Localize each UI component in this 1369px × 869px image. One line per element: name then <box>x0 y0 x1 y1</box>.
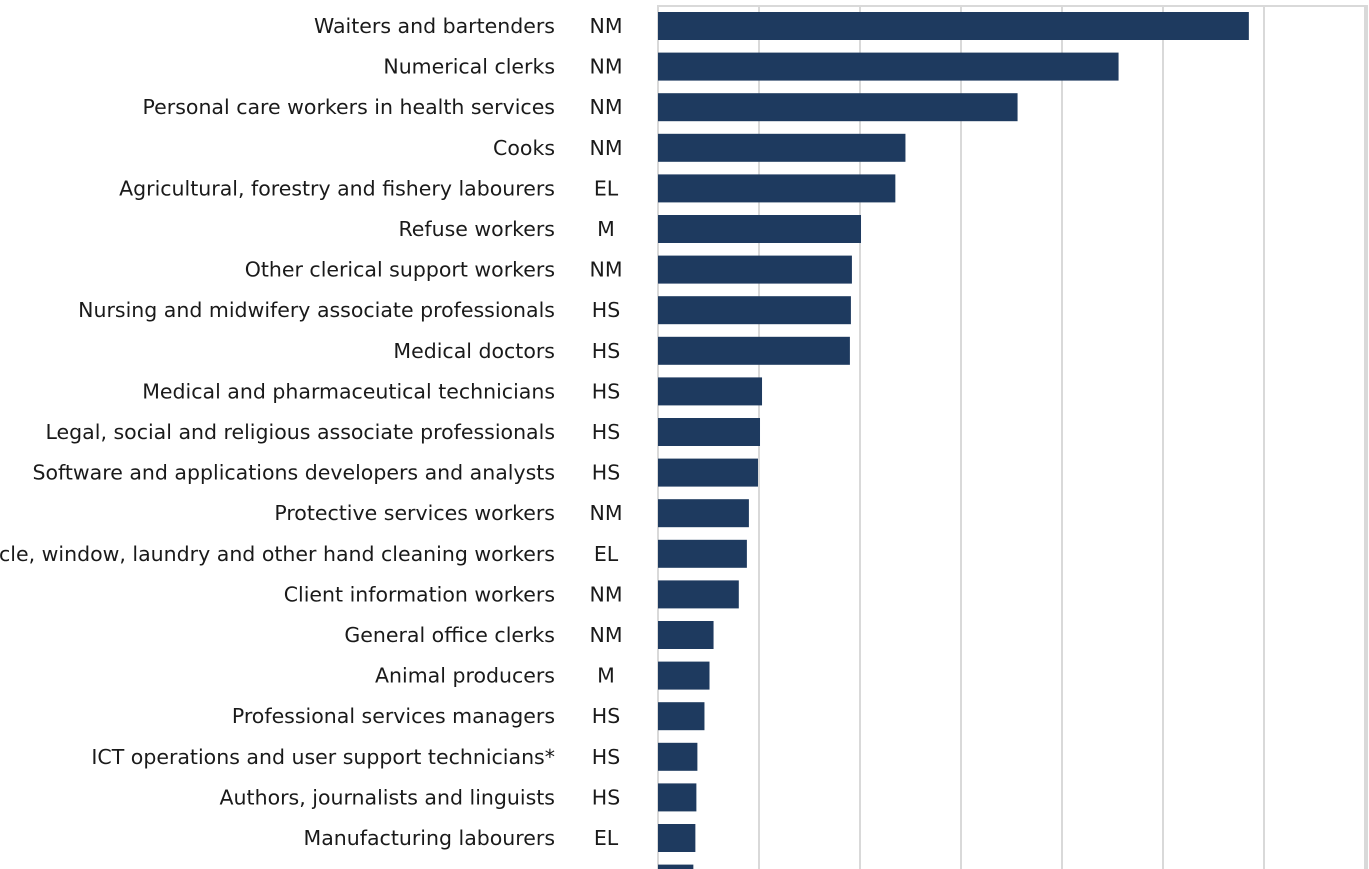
group-code-label: HS <box>592 461 620 485</box>
group-code-label: EL <box>594 826 619 850</box>
category-label: Other clerical support workers <box>245 258 555 282</box>
bar <box>658 621 714 649</box>
bar <box>658 215 862 243</box>
category-label: Software and applications developers and… <box>32 461 555 485</box>
bar <box>658 864 694 869</box>
group-code-label: NM <box>589 95 622 119</box>
category-label: Protective services workers <box>274 501 555 525</box>
category-label: Legal, social and religious associate pr… <box>46 420 556 444</box>
bar <box>658 783 697 812</box>
group-code-label: NM <box>589 14 622 38</box>
bar <box>658 539 747 568</box>
label-layer: Waiters and bartenders NM Numerical clerks… <box>0 14 623 850</box>
category-label: Nursing and midwifery associate professi… <box>78 298 555 322</box>
bar <box>658 580 739 609</box>
group-code-label: NM <box>589 258 622 282</box>
category-label: Manufacturing labourers <box>304 826 555 850</box>
group-code-label: HS <box>592 298 620 322</box>
category-label: Medical doctors <box>393 339 555 363</box>
group-code-label: M <box>597 217 615 241</box>
bar <box>658 377 763 406</box>
group-code-label: NM <box>589 582 622 606</box>
category-label: Cooks <box>493 136 555 160</box>
category-label: Medical and pharmaceutical technicians <box>142 379 555 403</box>
group-code-label: EL <box>594 176 619 200</box>
group-code-label: HS <box>592 745 620 769</box>
bar <box>658 661 710 690</box>
bar <box>658 296 851 325</box>
bar <box>658 824 696 852</box>
group-code-label: M <box>597 664 615 688</box>
category-label: Vehicle, window, laundry and other hand … <box>0 542 555 566</box>
group-code-label: NM <box>589 501 622 525</box>
bar <box>658 742 698 771</box>
group-code-label: HS <box>592 420 620 444</box>
bar <box>658 174 896 203</box>
category-label: Client information workers <box>284 582 555 606</box>
group-code-label: HS <box>592 379 620 403</box>
bar <box>658 458 758 487</box>
bar <box>658 93 1018 122</box>
category-label: Agricultural, forestry and fishery labou… <box>119 176 555 200</box>
category-label: Numerical clerks <box>383 55 555 79</box>
group-code-label: NM <box>589 55 622 79</box>
bar <box>658 418 761 446</box>
bar <box>658 255 852 284</box>
category-label: ICT operations and user support technici… <box>91 745 555 769</box>
group-code-label: HS <box>592 339 620 363</box>
group-code-label: NM <box>589 136 622 160</box>
bar-layer <box>658 12 1249 869</box>
category-label: Professional services managers <box>232 704 555 728</box>
category-label: Waiters and bartenders <box>314 14 555 38</box>
category-label: Authors, journalists and linguists <box>220 785 555 809</box>
group-code-label: NM <box>589 623 622 647</box>
category-label: Animal producers <box>375 664 555 688</box>
group-code-label: HS <box>592 785 620 809</box>
bar <box>658 52 1119 81</box>
bar <box>658 12 1249 40</box>
bar <box>658 499 749 528</box>
group-code-label: HS <box>592 704 620 728</box>
bar <box>658 336 850 365</box>
category-label: Personal care workers in health services <box>143 95 555 119</box>
group-code-label: EL <box>594 542 619 566</box>
bar <box>658 702 705 731</box>
category-label: General office clerks <box>344 623 555 647</box>
bar <box>658 133 906 162</box>
category-label: Refuse workers <box>398 217 555 241</box>
